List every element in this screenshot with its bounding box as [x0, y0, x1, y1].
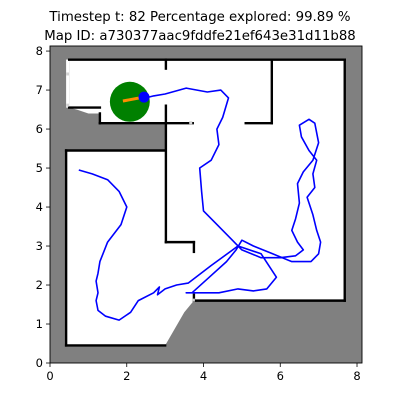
chart-title-line-1: Timestep t: 82 Percentage explored: 99.8… [48, 10, 350, 25]
frontier-group [66, 72, 195, 302]
chart-title-line-2: Map ID: a730377aac9fddfe21ef643e31d11b88 [44, 29, 356, 44]
y-tick-label: 8 [36, 44, 43, 58]
walls-group [64, 58, 346, 347]
frontier-cell-1 [66, 72, 70, 76]
y-tick-label: 0 [36, 356, 43, 370]
frontier-cell-2 [189, 121, 193, 125]
x-tick-label: 2 [123, 369, 130, 383]
y-tick-label: 6 [36, 122, 43, 136]
agent-position-dot [138, 91, 150, 103]
x-tick-label: 4 [200, 369, 207, 383]
y-tick-label: 5 [36, 161, 43, 175]
axes-frame [49, 45, 363, 364]
y-tick-label: 7 [36, 83, 43, 97]
y-tick-label: 4 [36, 200, 43, 214]
x-axis-ticks: 0 2 4 6 8 [46, 363, 361, 383]
x-tick-label: 8 [353, 369, 360, 383]
y-tick-label: 3 [36, 239, 43, 253]
x-tick-label: 6 [277, 369, 284, 383]
agent-path [78, 87, 322, 321]
free-space-left-pocket [66, 59, 70, 108]
frontier-cell-3 [191, 298, 195, 302]
y-tick-label: 2 [36, 278, 43, 292]
y-tick-label: 1 [36, 317, 43, 331]
y-axis-ticks: 0 1 2 3 4 5 6 7 8 [36, 44, 50, 370]
x-tick-label: 0 [46, 369, 53, 383]
frontier-cell-0 [66, 103, 70, 107]
agent-marker [109, 81, 150, 122]
